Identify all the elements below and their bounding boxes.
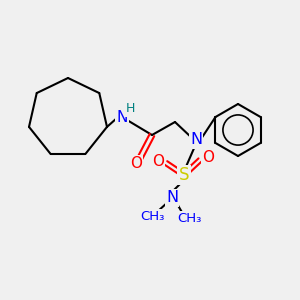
Text: CH₃: CH₃	[177, 212, 201, 226]
Text: S: S	[179, 166, 189, 184]
Text: H: H	[125, 103, 135, 116]
Text: N: N	[166, 190, 178, 206]
Text: CH₃: CH₃	[140, 211, 164, 224]
Text: O: O	[202, 151, 214, 166]
Text: O: O	[152, 154, 164, 169]
Text: O: O	[130, 157, 142, 172]
Text: N: N	[116, 110, 128, 125]
Text: N: N	[190, 133, 202, 148]
